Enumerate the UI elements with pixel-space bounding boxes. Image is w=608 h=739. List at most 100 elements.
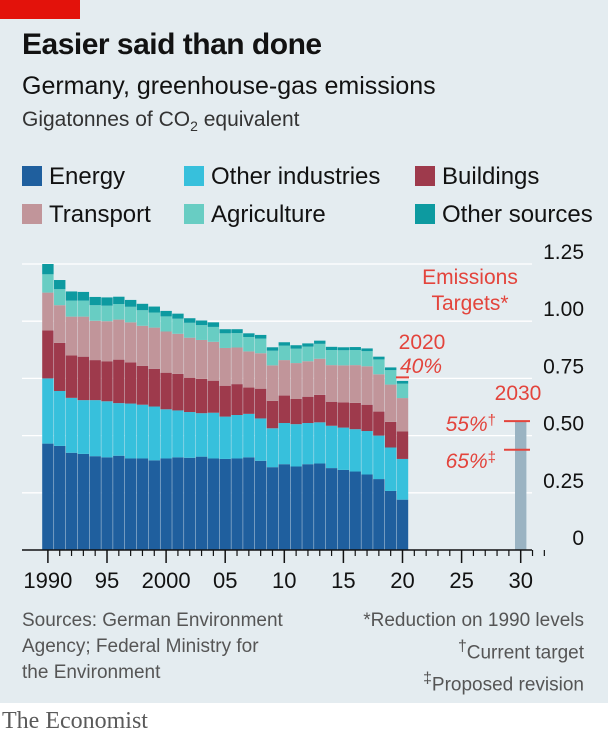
bar-segment [384, 447, 397, 491]
x-tick-label: 25 [449, 568, 473, 593]
bar-segment [54, 305, 66, 343]
bar-segment [231, 415, 243, 459]
bar-segment [195, 320, 208, 326]
y-tick-label: 1.00 [543, 298, 584, 321]
bar-segment [77, 300, 90, 317]
bar-segment [77, 316, 90, 357]
bar-segment [361, 351, 373, 367]
bar-segment [65, 355, 78, 398]
bar-segment [124, 458, 137, 550]
annotation-2030-current: 55%† [446, 412, 496, 436]
bar-segment [325, 346, 338, 351]
bar-segment [290, 398, 302, 425]
bar-segment [207, 412, 220, 459]
bar-segment [254, 460, 267, 550]
bar-segment [65, 452, 78, 550]
bar-segment [278, 360, 290, 396]
bar-segment [243, 333, 255, 337]
bar-segment [195, 456, 208, 550]
bar-segment [77, 453, 90, 550]
bar-segment [113, 319, 125, 360]
bar-segment [172, 333, 184, 374]
bar-segment [349, 471, 361, 550]
bar-segment [195, 413, 208, 457]
bar-segment [243, 351, 255, 388]
bar-segment [384, 370, 397, 385]
bar-segment [278, 345, 290, 361]
bar-segment [337, 347, 350, 351]
bar-segment [266, 347, 279, 351]
bar-segment [349, 402, 361, 430]
bar-segment [184, 318, 196, 323]
bar-segment [101, 305, 113, 322]
unit-suffix: equivalent [197, 108, 300, 131]
bar-segment [219, 458, 231, 550]
chart-unit: Gigatonnes of CO2 equivalent [22, 108, 299, 134]
legend-item-energy: Energy [22, 163, 125, 191]
bar-segment [113, 304, 125, 320]
bar-segment [148, 460, 160, 550]
legend-swatch-energy [22, 166, 42, 186]
annotation-targets: Targets* [431, 292, 508, 315]
target-2030-bar [515, 421, 527, 550]
bar-segment [207, 380, 220, 413]
x-tick-label: 95 [95, 568, 119, 593]
footnote-dagger: † [457, 638, 467, 655]
bar-segment [384, 421, 397, 448]
bar-segment [184, 337, 196, 378]
bar-segment [160, 372, 172, 410]
bar-segment [361, 474, 373, 550]
legend-item-transport: Transport [22, 201, 151, 229]
bar-segment [302, 346, 314, 362]
bar-segment [172, 373, 184, 411]
y-tick-label: 0.25 [543, 470, 584, 493]
bar-segment [243, 413, 255, 458]
bar-segment [290, 363, 302, 399]
footnote-current-text: Current target [466, 642, 584, 664]
bar-segment [349, 350, 361, 366]
bar-segment [396, 380, 409, 384]
bar-segment [172, 457, 184, 550]
bar-segment [290, 348, 302, 364]
bar-segment [89, 360, 101, 401]
bar-segment [373, 479, 385, 550]
bar-segment [54, 342, 66, 391]
bar-segment [124, 299, 137, 307]
bar-segment [136, 325, 149, 366]
annotation-2020-year: 2020 [399, 331, 446, 354]
bar-segment [266, 467, 279, 550]
bar-segment [160, 331, 172, 373]
x-tick-label: 15 [331, 568, 355, 593]
bar-segment [254, 388, 267, 419]
legend-label-other-sources: Other sources [442, 201, 593, 228]
bar-segment [314, 340, 326, 344]
bar-segment [302, 464, 314, 550]
legend-swatch-buildings [415, 166, 435, 186]
bar-segment [195, 325, 208, 340]
legend-swatch-transport [22, 204, 42, 224]
bar-segment [77, 400, 90, 454]
legend-label-agriculture: Agriculture [211, 201, 326, 228]
bar-segment [148, 312, 160, 328]
bar-segment [278, 342, 290, 346]
bar-segment [124, 362, 137, 404]
legend-item-other-industries: Other industries [184, 163, 380, 191]
bar-segment [89, 320, 101, 361]
bar-segment [219, 416, 231, 459]
bar-segment [349, 429, 361, 472]
bar-segment [361, 431, 373, 475]
bar-segment [101, 361, 113, 402]
bar-segment [54, 445, 66, 550]
unit-subscript: 2 [190, 118, 198, 135]
y-tick-label: 0.50 [543, 413, 584, 436]
legend-swatch-other-sources [415, 204, 435, 224]
bar-segment [42, 378, 54, 444]
x-tick-label: 30 [508, 568, 532, 593]
bar-segment [124, 306, 137, 323]
bar-segment [65, 397, 78, 453]
bar-segment [207, 458, 220, 550]
bar-segment [77, 291, 90, 301]
bar-segment [337, 427, 350, 470]
bar-segment [243, 457, 255, 550]
bar-segment [42, 274, 54, 293]
